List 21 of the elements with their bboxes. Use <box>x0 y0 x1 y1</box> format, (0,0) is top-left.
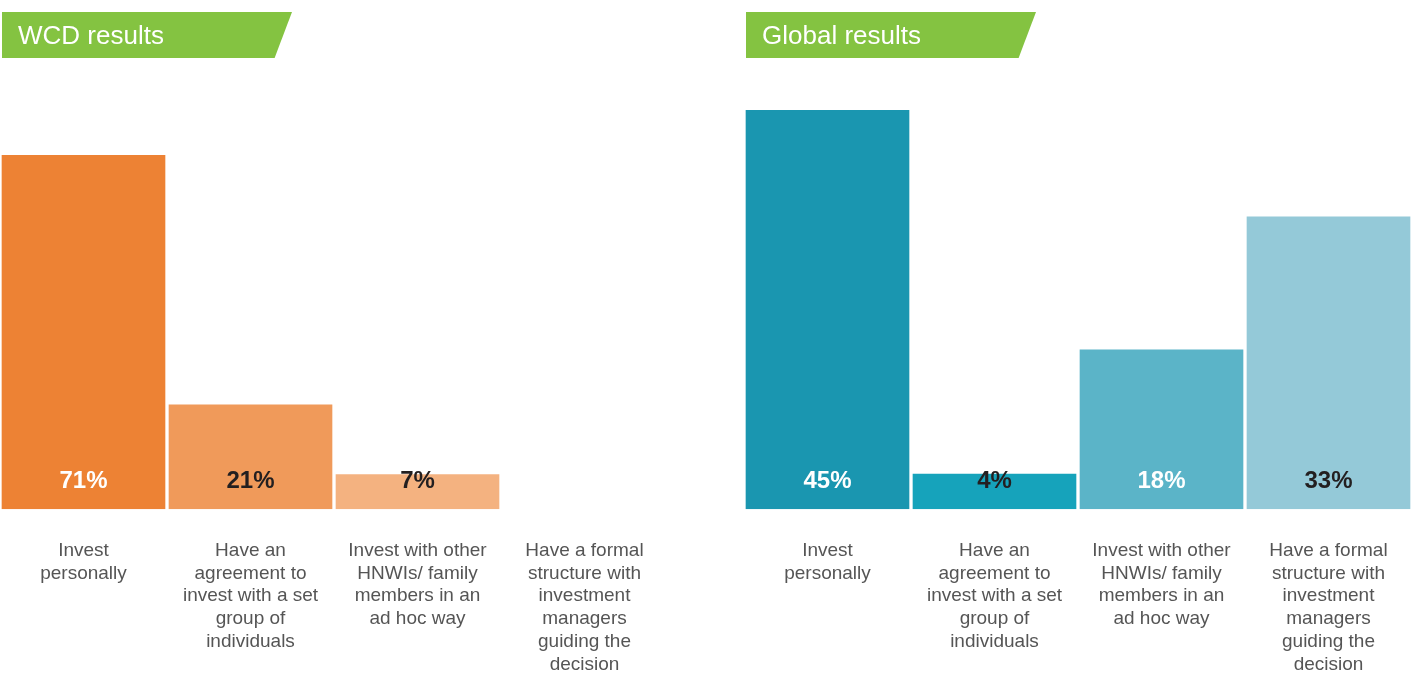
x-tick-label: Invest with other HNWIs/ family members in an ad hoc way <box>1092 538 1232 629</box>
chart-title: WCD results <box>2 12 292 58</box>
bar <box>1246 216 1411 510</box>
data-label: 71% <box>59 465 108 493</box>
chart-title: Global results <box>746 12 1036 58</box>
bar <box>912 473 1077 510</box>
bar <box>745 110 910 510</box>
x-tick-label: Have a formal structure with investment managers guiding the decision <box>1269 538 1388 674</box>
data-label: 45% <box>803 465 852 493</box>
bar <box>1079 349 1244 510</box>
x-tick-label: Invest personally <box>40 538 128 583</box>
data-label: 33% <box>1304 465 1353 493</box>
x-tick-label: Invest with other HNWIs/ family members in an ad hoc way <box>348 538 488 629</box>
x-tick-label: Have an agreement to invest with a set group of individuals <box>926 538 1063 652</box>
data-label: 21% <box>226 465 275 493</box>
x-tick-label: Have an agreement to invest with a set group of individuals <box>182 538 319 652</box>
data-label: 18% <box>1137 465 1186 493</box>
x-tick-label: Have a formal structure with investment managers guiding the decision <box>525 538 644 674</box>
data-label: 4% <box>977 465 1012 493</box>
x-tick-label: Invest personally <box>784 538 872 583</box>
data-label: 7% <box>400 465 435 493</box>
